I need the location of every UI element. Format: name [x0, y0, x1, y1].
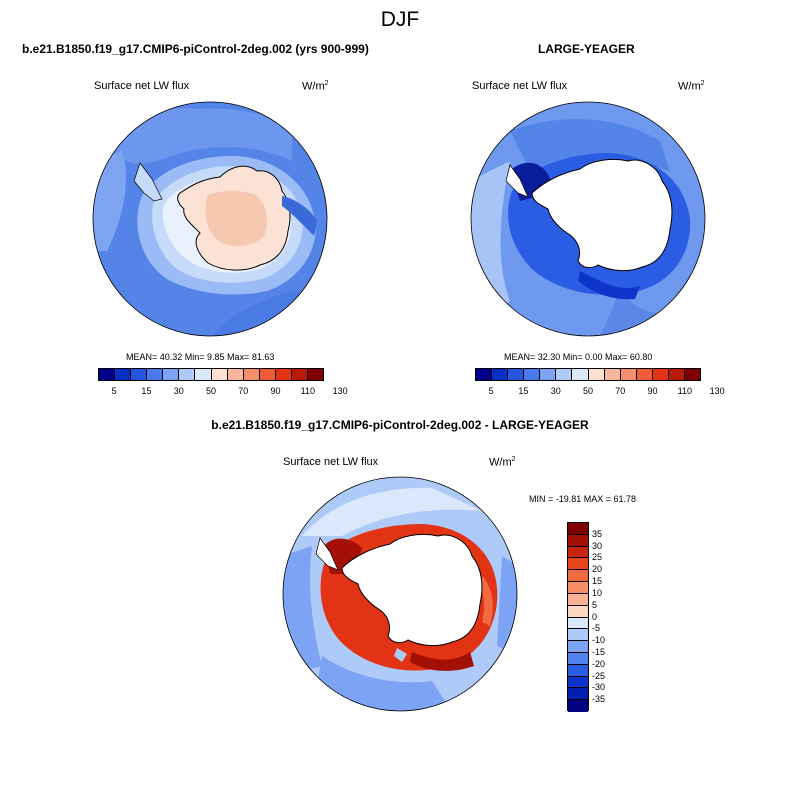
- panel-b-colorbar-swatch: [620, 369, 637, 380]
- panel-b-colorbar-swatch: [540, 369, 557, 380]
- panel-b-colorbar-tick-label: 5: [488, 386, 494, 396]
- panel-c-colorbar-swatch: [568, 582, 588, 594]
- panel-c-colorbar-tick-label: -10: [592, 635, 606, 646]
- panel-c-colorbar-tick-label: 20: [592, 564, 603, 575]
- panel-a-colorbar-tick-label: 50: [205, 386, 217, 396]
- panel-c-colorbar-swatch: [568, 676, 588, 689]
- panel-a-colorbar-swatch: [227, 369, 244, 380]
- panel-c-stats: MIN = -19.81 MAX = 61.78: [529, 494, 637, 504]
- panel-a-colorbar-tick-label: 15: [141, 386, 152, 396]
- panel-b-colorbar-swatch: [636, 369, 653, 380]
- panel-c-colorbar-tick-label: 25: [592, 552, 603, 563]
- panel-a-variable: Surface net LW flux: [94, 80, 190, 92]
- panel-a-colorbar-tick-label: 90: [270, 386, 281, 396]
- panel-b-units: W/m2: [678, 80, 705, 93]
- panel-c-colorbar-swatch: [568, 558, 588, 571]
- panel-a-colorbar-swatch: [275, 369, 292, 380]
- panel-b-polar-map: [470, 101, 706, 337]
- panel-c-colorbar-tick-label: 35: [592, 528, 603, 539]
- panel-a-colorbar-swatch: [291, 369, 309, 380]
- panel-b-stats: MEAN= 32.30 Min= 0.00 Max= 60.80: [504, 352, 653, 362]
- panel-c-colorbar-tick-label: -35: [592, 694, 606, 705]
- panel-c-colorbar-tick-label: -15: [592, 646, 606, 657]
- panel-c-colorbar-tick-label: 30: [592, 540, 603, 551]
- panel-b-colorbar-swatch: [524, 369, 541, 380]
- panel-b-colorbar-swatch: [556, 369, 573, 380]
- panel-a-colorbar-swatch: [147, 369, 164, 380]
- panel-a-colorbar-swatch: [243, 369, 260, 380]
- panel-c-colorbar-swatch: [568, 546, 588, 559]
- panel-c-colorbar-tick-label: 10: [592, 587, 603, 598]
- panel-a-colorbar-swatch: [195, 369, 212, 380]
- panel-b-variable: Surface net LW flux: [472, 80, 568, 92]
- panel-b-colorbar-labels: 5 15 30 50 70 90 110 130: [475, 386, 725, 398]
- panel-b-colorbar-tick-label: 50: [582, 386, 594, 396]
- panel-a-colorbar-tick-label: 70: [238, 386, 249, 396]
- panel-a-colorbar-swatch: [99, 369, 116, 380]
- panel-c-colorbar-tick-label: -25: [592, 670, 606, 681]
- panel-b-colorbar-swatch: [508, 369, 525, 380]
- panel-c-colorbar-labels: 35 30 25 20 15 10 5 0 -5 -10 -15 -20 -25 -30 -35: [592, 522, 632, 711]
- panel-c-colorbar-tick-label: -30: [592, 682, 606, 693]
- panel-b-colorbar-tick-label: 15: [518, 386, 529, 396]
- panel-c-colorbar-tick-label: -20: [592, 658, 606, 669]
- panel-b-colorbar-tick-label: 90: [647, 386, 658, 396]
- panel-a-colorbar-tick-label: 30: [173, 386, 184, 396]
- panel-b-colorbar-swatch: [588, 369, 605, 380]
- panel-c-colorbar-swatch: [568, 652, 588, 665]
- panel-a-colorbar-tick-label: 5: [111, 386, 117, 396]
- panel-c-colorbar-tick-label: 0: [592, 611, 598, 622]
- panel-c-colorbar-tick-label: 15: [592, 576, 603, 587]
- panel-c-colorbar-swatch: [568, 641, 588, 653]
- panel-a-units: W/m2: [302, 80, 329, 93]
- panel-c-case-title: b.e21.B1850.f19_g17.CMIP6-piControl-2deg…: [211, 418, 589, 432]
- panel-b-colorbar-swatch: [668, 369, 686, 380]
- panel-a-colorbar-tick-label: 130: [332, 386, 348, 396]
- panel-a-colorbar-swatch: [163, 369, 180, 380]
- panel-b-colorbar-tick-label: 30: [550, 386, 561, 396]
- panel-a-colorbar-swatch: [211, 369, 228, 380]
- panel-a-case-title: b.e21.B1850.f19_g17.CMIP6-piControl-2deg…: [22, 42, 369, 56]
- panel-c-colorbar-swatch: [568, 593, 588, 606]
- panel-a-colorbar-swatch: [259, 369, 276, 380]
- panel-a-colorbar: [98, 368, 324, 381]
- panel-c-colorbar-swatch: [568, 664, 588, 677]
- panel-b-case-title: LARGE-YEAGER: [538, 42, 635, 56]
- panel-c-colorbar-swatch: [568, 700, 588, 712]
- panel-b-colorbar-tick-label: 110: [677, 386, 693, 396]
- panel-b-colorbar-swatch: [492, 369, 509, 380]
- panel-b-colorbar-swatch: [572, 369, 589, 380]
- panel-c-variable: Surface net LW flux: [283, 456, 379, 468]
- panel-b-colorbar-tick-label: 70: [615, 386, 626, 396]
- panel-b-colorbar-tick-label: 130: [709, 386, 725, 396]
- panel-c-colorbar-tick-label: 5: [592, 599, 598, 610]
- panel-b-colorbar-swatch: [652, 369, 669, 380]
- panel-a-colorbar-swatch: [115, 369, 132, 380]
- panel-a-stats: MEAN= 40.32 Min= 9.85 Max= 81.63: [126, 352, 275, 362]
- page-title: DJF: [380, 8, 420, 31]
- panel-c-colorbar-swatch: [568, 617, 588, 630]
- panel-b-colorbar: [475, 368, 701, 381]
- panel-a-colorbar-labels: 5 15 30 50 70 90 110 130: [98, 386, 348, 398]
- panel-c-colorbar-swatch: [568, 688, 588, 701]
- panel-c-colorbar: [567, 522, 589, 712]
- panel-a-colorbar-swatch: [131, 369, 148, 380]
- panel-a-colorbar-swatch: [179, 369, 196, 380]
- panel-a-polar-map: [92, 101, 328, 337]
- panel-c-polar-map: [282, 476, 518, 712]
- panel-a-colorbar-tick-label: 110: [300, 386, 316, 396]
- panel-c-units: W/m2: [489, 456, 516, 469]
- panel-c-colorbar-swatch: [568, 570, 588, 583]
- panel-b-colorbar-swatch: [604, 369, 621, 380]
- panel-b-colorbar-swatch: [476, 369, 493, 380]
- panel-c-colorbar-swatch: [568, 523, 588, 535]
- panel-c-colorbar-swatch: [568, 629, 588, 642]
- panel-c-colorbar-swatch: [568, 534, 588, 547]
- panel-b-colorbar-swatch: [685, 369, 701, 380]
- panel-c-colorbar-tick-label: -5: [592, 623, 601, 634]
- panel-a-colorbar-swatch: [308, 369, 324, 380]
- panel-c-colorbar-swatch: [568, 605, 588, 618]
